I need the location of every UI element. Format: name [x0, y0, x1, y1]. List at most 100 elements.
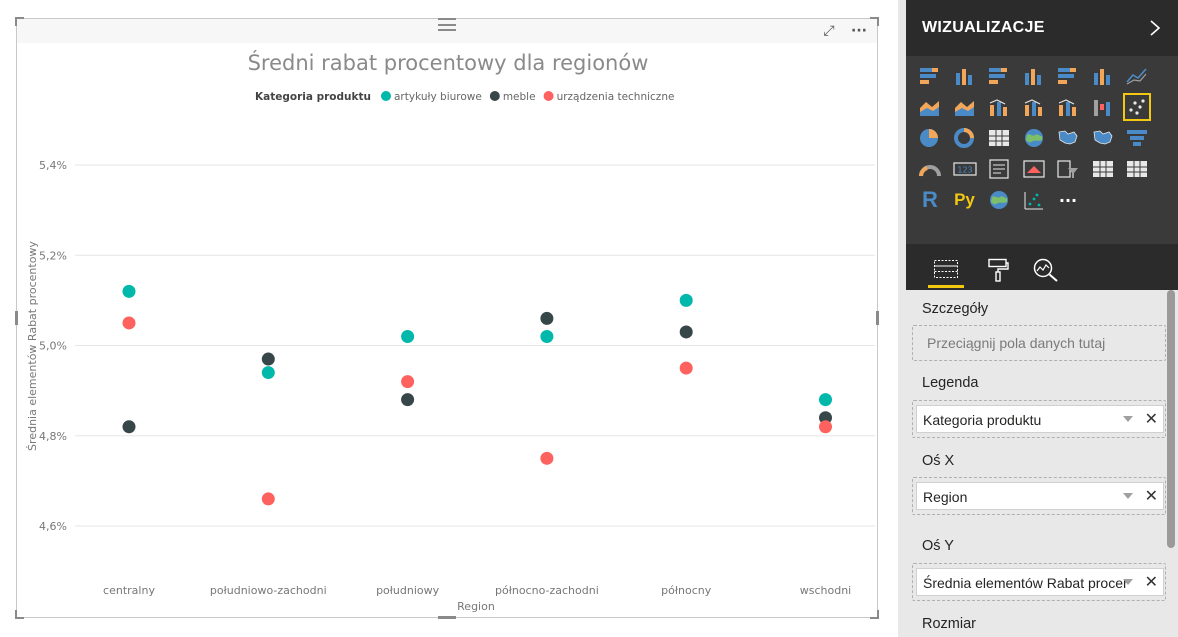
- treemap-icon[interactable]: [985, 124, 1013, 152]
- data-point[interactable]: [540, 311, 554, 325]
- resize-corner-bottom-left[interactable]: [15, 610, 24, 619]
- x-tick-label: południowy: [376, 584, 440, 597]
- data-point[interactable]: [261, 366, 275, 380]
- pie-chart-icon[interactable]: [916, 124, 944, 152]
- xaxis-field-well[interactable]: Region ✕: [916, 482, 1164, 510]
- resize-handle-bottom[interactable]: [438, 616, 456, 619]
- resize-handle-top[interactable]: [438, 18, 456, 20]
- data-point[interactable]: [679, 293, 693, 307]
- waterfall-chart-icon[interactable]: [1089, 93, 1117, 121]
- matrix-icon[interactable]: [1123, 155, 1151, 183]
- r-visual-icon[interactable]: R: [922, 187, 938, 212]
- legend-marker: [381, 91, 391, 101]
- clustered-bar-chart-icon[interactable]: [985, 62, 1013, 90]
- data-point[interactable]: [819, 411, 832, 425]
- area-chart-icon[interactable]: [916, 93, 944, 121]
- resize-handle-left[interactable]: [15, 311, 18, 325]
- key-influencers-icon[interactable]: [1020, 186, 1048, 214]
- line-chart-icon[interactable]: [1123, 62, 1151, 90]
- arcgis-map-icon[interactable]: [985, 186, 1013, 214]
- yaxis-field-well[interactable]: Średnia elementów Rabat procentowy ✕: [916, 568, 1164, 596]
- 100-stacked-column-chart-icon[interactable]: [1089, 62, 1117, 90]
- data-point[interactable]: [261, 352, 275, 366]
- more-options-icon[interactable]: ···: [851, 23, 867, 39]
- data-point[interactable]: [819, 420, 832, 434]
- x-axis: centralny południowo-zachodni południowy pó…: [103, 584, 851, 597]
- filled-map-icon[interactable]: [1054, 124, 1082, 152]
- remove-field-icon[interactable]: ✕: [1144, 409, 1158, 428]
- data-point[interactable]: [401, 393, 415, 407]
- data-point[interactable]: [540, 451, 554, 465]
- scatter-visual[interactable]: ⤢ ··· Średni rabat procentowy dla region…: [15, 17, 879, 619]
- card-icon[interactable]: 123: [951, 155, 979, 183]
- resize-corner-top-left[interactable]: [15, 17, 24, 26]
- data-point[interactable]: [679, 325, 693, 339]
- data-point[interactable]: [122, 284, 136, 298]
- x-tick-label: wschodni: [800, 584, 852, 597]
- drag-handle-line[interactable]: [438, 29, 456, 31]
- data-point[interactable]: [540, 329, 554, 343]
- kpi-icon[interactable]: [1020, 155, 1048, 183]
- data-point[interactable]: [122, 420, 136, 434]
- stacked-bar-chart-icon[interactable]: [916, 62, 944, 90]
- donut-chart-icon[interactable]: [951, 124, 979, 152]
- gauge-icon[interactable]: [916, 155, 944, 183]
- shape-map-icon[interactable]: [1089, 124, 1117, 152]
- data-point[interactable]: [122, 316, 136, 330]
- data-point[interactable]: [679, 361, 693, 375]
- yaxis-section-label: Oś Y: [922, 538, 954, 554]
- data-point[interactable]: [401, 375, 415, 389]
- resize-handle-right[interactable]: [876, 311, 879, 325]
- format-paint-roller-icon[interactable]: [980, 252, 1016, 288]
- y-tick-label: 4,8%: [39, 430, 67, 443]
- fields-tab-icon[interactable]: [928, 252, 964, 288]
- details-section-label: Szczegóły: [922, 301, 989, 317]
- 100-stacked-bar-chart-icon[interactable]: [1054, 62, 1082, 90]
- data-point[interactable]: [261, 492, 275, 506]
- x-tick-label: centralny: [103, 584, 155, 597]
- legend-drop-zone: [912, 400, 1166, 438]
- pane-title: WIZUALIZACJE: [922, 19, 1045, 36]
- clustered-column-chart-icon[interactable]: [1020, 62, 1048, 90]
- resize-corner-top-right[interactable]: [870, 17, 879, 26]
- legend-item[interactable]: meble: [503, 91, 536, 103]
- pane-divider: [898, 0, 906, 637]
- remove-field-icon[interactable]: ✕: [1144, 486, 1158, 505]
- data-point[interactable]: [401, 329, 415, 343]
- details-drop-zone[interactable]: Przeciągnij pola danych tutaj: [912, 325, 1166, 361]
- more-visuals-icon[interactable]: ···: [1058, 190, 1078, 210]
- focus-mode-icon[interactable]: ⤢: [823, 23, 835, 39]
- ribbon-chart-icon[interactable]: [1054, 93, 1082, 121]
- legend-item[interactable]: urządzenia techniczne: [557, 91, 675, 103]
- resize-corner-bottom-right[interactable]: [870, 610, 879, 619]
- stacked-column-chart-icon[interactable]: [951, 62, 979, 90]
- legend-field-well[interactable]: Kategoria produktu ✕: [916, 405, 1164, 433]
- map-icon[interactable]: [1020, 124, 1048, 152]
- visual-header: ⤢ ···: [17, 19, 877, 43]
- remove-field-icon[interactable]: ✕: [1144, 572, 1158, 591]
- chart-legend: Kategoria produktu artykuły biurowe meble…: [255, 91, 674, 103]
- yaxis-field-name: Średnia elementów Rabat procentowy: [923, 575, 1128, 591]
- pane-scrollbar[interactable]: [1167, 290, 1175, 548]
- slicer-icon[interactable]: [1054, 155, 1082, 183]
- drag-handle-icon[interactable]: [438, 24, 456, 26]
- line-and-clustered-column-chart-icon[interactable]: [1020, 93, 1048, 121]
- grid-layer: [75, 164, 875, 527]
- data-points: [122, 284, 832, 506]
- line-and-stacked-column-chart-icon[interactable]: [985, 93, 1013, 121]
- python-visual-icon[interactable]: Py: [954, 190, 975, 209]
- chevron-down-icon[interactable]: [1123, 416, 1133, 422]
- scatter-chart-icon[interactable]: [1123, 93, 1151, 121]
- chevron-down-icon[interactable]: [1123, 579, 1133, 585]
- legend-item[interactable]: artykuły biurowe: [394, 91, 482, 103]
- data-point[interactable]: [819, 393, 832, 407]
- chevron-down-icon[interactable]: [1123, 493, 1133, 499]
- x-axis-title: Region: [457, 600, 495, 613]
- multi-row-card-icon[interactable]: [985, 155, 1013, 183]
- funnel-icon[interactable]: [1123, 124, 1151, 152]
- analytics-magnifier-icon[interactable]: [1028, 252, 1064, 288]
- stacked-area-chart-icon[interactable]: [951, 93, 979, 121]
- table-icon[interactable]: [1089, 155, 1117, 183]
- x-tick-label: południowo-zachodni: [210, 584, 327, 597]
- chevron-right-icon[interactable]: [1144, 16, 1166, 40]
